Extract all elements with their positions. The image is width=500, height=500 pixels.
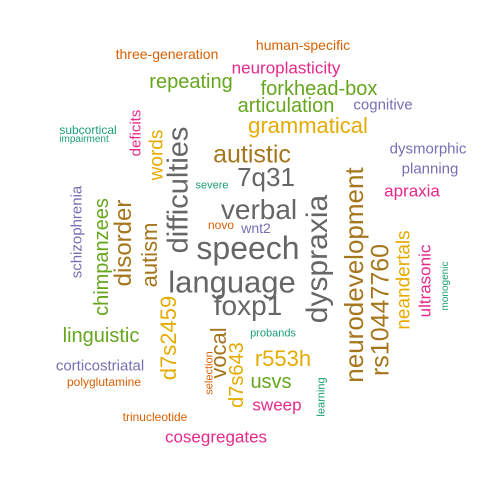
word-grammatical: grammatical xyxy=(248,115,368,137)
word-articulation: articulation xyxy=(238,96,335,116)
word-wnt2: wnt2 xyxy=(241,221,271,235)
word-selection: selection xyxy=(205,351,216,394)
word-sweep: sweep xyxy=(252,397,301,414)
word-planning: planning xyxy=(402,162,459,177)
word-chimpanzees: chimpanzees xyxy=(92,198,112,316)
word-trinucleotide: trinucleotide xyxy=(123,411,188,423)
word-cognitive: cognitive xyxy=(353,98,412,113)
word-rs10447760: rs10447760 xyxy=(369,244,394,376)
word-learning: learning xyxy=(317,377,328,416)
word-r553h: r553h xyxy=(255,348,311,370)
word-cosegregates: cosegregates xyxy=(165,429,267,446)
word-neurodevelopment: neurodevelopment xyxy=(341,167,367,382)
word-neuroplasticity: neuroplasticity xyxy=(232,60,341,77)
word-usvs: usvs xyxy=(250,372,291,392)
word-three-generation: three-generation xyxy=(116,47,219,61)
word-difficulties: difficulties xyxy=(165,127,194,254)
word-polyglutamine: polyglutamine xyxy=(67,376,141,388)
word-dyspraxia: dyspraxia xyxy=(303,195,333,323)
word-d7s2459: d7s2459 xyxy=(158,296,180,380)
word-human-specific: human-specific xyxy=(256,38,350,52)
word-impairment: impairment xyxy=(59,135,108,145)
word-severe: severe xyxy=(195,181,228,192)
word-linguistic: linguistic xyxy=(63,326,140,346)
word-deficits: deficits xyxy=(129,110,144,157)
word-novo: novo xyxy=(208,219,234,231)
word-apraxia: apraxia xyxy=(384,183,440,200)
word-disorder: disorder xyxy=(112,200,136,287)
word-dysmorphic: dysmorphic xyxy=(390,142,467,157)
word-schizophrenia: schizophrenia xyxy=(70,186,85,279)
word-d7s643: d7s643 xyxy=(227,342,247,408)
word-words: words xyxy=(148,130,167,181)
word-autistic: autistic xyxy=(213,143,291,168)
word-foxp1: foxp1 xyxy=(214,292,283,320)
word-probands: probands xyxy=(250,329,296,340)
word-ultrasonic: ultrasonic xyxy=(417,245,434,318)
word-corticostriatal: corticostriatal xyxy=(56,359,144,374)
word-autism: autism xyxy=(139,223,161,288)
word-neandertals: neandertals xyxy=(395,230,414,329)
word-monogenic: monogenic xyxy=(441,262,451,311)
word-repeating: repeating xyxy=(149,72,232,92)
word-speech: speech xyxy=(196,232,299,264)
